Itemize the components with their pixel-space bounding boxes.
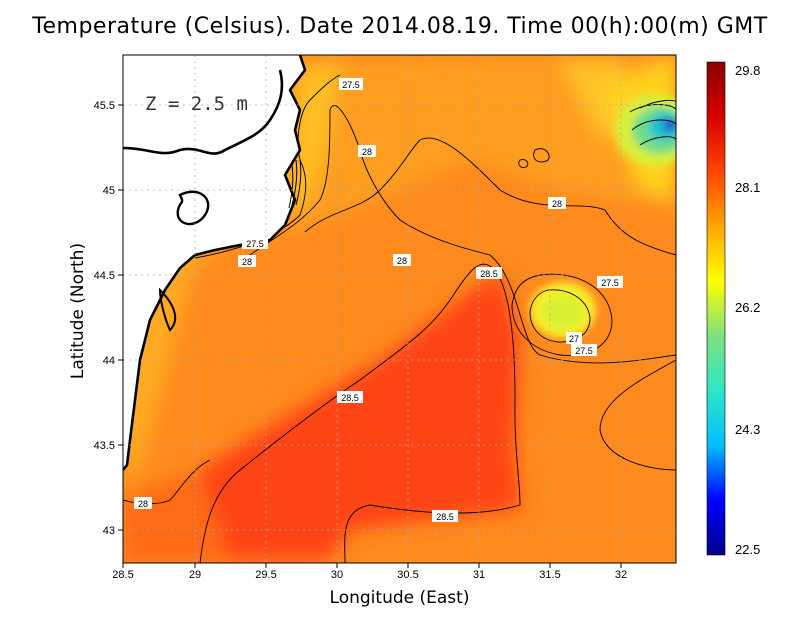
x-tick: 32	[615, 563, 627, 581]
svg-text:28: 28	[242, 257, 252, 267]
contour-label: 27.5	[242, 237, 268, 249]
colorbar-tick: 29.8	[735, 63, 760, 78]
svg-text:30: 30	[331, 569, 343, 581]
lagoon-outline	[176, 190, 210, 226]
lake-outline	[158, 287, 177, 332]
x-axis-ticks: 28.5 29 29.5 30 30.5 31 31.5 32	[112, 563, 627, 581]
contour-label: 27.5	[597, 276, 623, 288]
svg-text:44.5: 44.5	[94, 270, 115, 282]
svg-text:29: 29	[189, 569, 201, 581]
land-mask	[123, 55, 305, 470]
colorbar-tick: 22.5	[735, 542, 760, 557]
contour-label: 27.5	[571, 344, 597, 356]
svg-text:29.5: 29.5	[255, 569, 276, 581]
svg-text:28.5: 28.5	[436, 512, 454, 522]
svg-text:28: 28	[397, 256, 407, 266]
colorbar-tick: 28.1	[735, 180, 760, 195]
x-tick: 30.5	[397, 563, 419, 581]
contour-label: 28	[134, 497, 152, 509]
svg-text:45.5: 45.5	[94, 100, 115, 112]
plot-frame	[122, 54, 677, 564]
y-tick: 43	[103, 525, 123, 537]
svg-text:27.5: 27.5	[342, 80, 360, 90]
x-tick: 29	[189, 563, 201, 581]
svg-text:30.5: 30.5	[397, 569, 418, 581]
svg-text:27.5: 27.5	[601, 278, 619, 288]
y-tick: 44	[103, 355, 123, 367]
svg-text:28.5: 28.5	[112, 569, 133, 581]
contour-label: 28.5	[432, 510, 458, 522]
svg-text:43: 43	[103, 525, 115, 537]
danube-delta-outline	[123, 69, 284, 155]
svg-text:32: 32	[615, 569, 627, 581]
svg-text:31.5: 31.5	[539, 569, 560, 581]
y-tick: 43.5	[94, 440, 123, 452]
colorbar-tick: 24.3	[735, 422, 760, 437]
y-axis-ticks: 43 43.5 44 44.5 45 45.5	[94, 100, 123, 537]
contour-label: 27.5	[339, 78, 363, 90]
cold-core-northeast	[615, 94, 676, 166]
svg-text:28: 28	[362, 147, 372, 157]
contour-label: 27	[566, 332, 582, 344]
contour-label: 28	[393, 254, 411, 266]
x-tick: 30	[331, 563, 343, 581]
contour-label: 28	[358, 145, 376, 157]
colorbar-tick: 26.2	[735, 300, 760, 315]
depth-label: Z = 2.5 m	[145, 93, 248, 115]
nearshore-contours	[295, 159, 302, 206]
y-tick: 44.5	[94, 270, 123, 282]
x-tick: 29.5	[255, 563, 277, 581]
svg-text:28: 28	[138, 499, 148, 509]
colorbar: 29.8 28.1 26.2 24.3 22.5	[706, 61, 760, 557]
y-axis-label: Latitude (North)	[68, 242, 88, 380]
coastline	[123, 55, 307, 471]
colorbar-scale	[706, 61, 726, 556]
grid-lines	[123, 55, 676, 563]
svg-text:43.5: 43.5	[94, 440, 115, 452]
y-tick: 45.5	[94, 100, 123, 112]
chart-title: Temperature (Celsius). Date 2014.08.19. …	[32, 14, 768, 39]
svg-text:44: 44	[103, 355, 115, 367]
svg-text:31: 31	[473, 569, 485, 581]
svg-text:27.5: 27.5	[575, 346, 593, 356]
svg-text:28.5: 28.5	[480, 269, 498, 279]
svg-text:28.5: 28.5	[341, 393, 359, 403]
y-tick: 45	[103, 185, 123, 197]
contour-label: 28	[238, 255, 256, 267]
x-tick: 28.5	[112, 563, 134, 581]
svg-text:27.5: 27.5	[246, 239, 264, 249]
contour-labels: 27.5 28 28 27.5 28 28 28.5 27.5 27 27.5 …	[134, 78, 623, 522]
contour-label: 28	[548, 197, 566, 209]
svg-text:27: 27	[569, 334, 579, 344]
contour-label: 28.5	[337, 391, 363, 403]
svg-text:28: 28	[552, 199, 562, 209]
x-axis-label: Longitude (East)	[329, 588, 470, 608]
plot-area	[123, 55, 676, 563]
contour-label: 28.5	[476, 267, 502, 279]
svg-text:45: 45	[103, 185, 115, 197]
x-tick: 31	[473, 563, 485, 581]
x-tick: 31.5	[539, 563, 561, 581]
